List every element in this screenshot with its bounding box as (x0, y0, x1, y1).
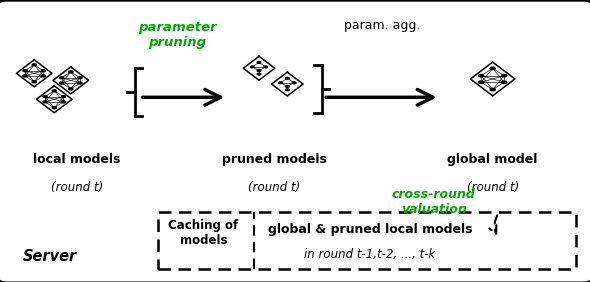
Circle shape (61, 101, 65, 103)
Circle shape (32, 64, 37, 66)
Circle shape (52, 107, 57, 109)
Circle shape (478, 81, 484, 83)
Text: in round t-1,t-2, ..., t-k: in round t-1,t-2, ..., t-k (304, 248, 435, 261)
Circle shape (68, 88, 73, 90)
Circle shape (68, 71, 73, 73)
Polygon shape (53, 67, 88, 94)
Circle shape (78, 77, 82, 79)
Circle shape (257, 61, 261, 63)
Text: (round t): (round t) (248, 181, 300, 194)
Polygon shape (17, 60, 52, 87)
Circle shape (502, 74, 507, 77)
Text: Caching of
models: Caching of models (168, 219, 239, 247)
Circle shape (478, 74, 484, 77)
Circle shape (257, 73, 261, 75)
Polygon shape (37, 86, 72, 113)
Circle shape (60, 82, 64, 84)
Circle shape (43, 101, 47, 103)
Circle shape (292, 82, 296, 84)
FancyBboxPatch shape (158, 212, 576, 269)
Polygon shape (470, 62, 515, 96)
Circle shape (52, 90, 57, 92)
Circle shape (41, 70, 45, 72)
Circle shape (32, 81, 37, 83)
Circle shape (264, 66, 268, 68)
Circle shape (60, 77, 64, 79)
Circle shape (286, 77, 289, 79)
Circle shape (61, 96, 65, 98)
Text: global & pruned local models: global & pruned local models (268, 223, 472, 236)
Circle shape (490, 67, 495, 70)
Circle shape (78, 82, 82, 84)
Text: cross-round
valuation: cross-round valuation (392, 188, 476, 216)
Circle shape (250, 66, 254, 68)
Text: global model: global model (447, 153, 538, 166)
Text: Server: Server (22, 249, 77, 264)
Text: parameter
pruning: parameter pruning (137, 21, 217, 49)
Circle shape (23, 70, 27, 72)
Text: (round t): (round t) (51, 181, 103, 194)
Circle shape (257, 70, 261, 71)
Text: local models: local models (33, 153, 120, 166)
Circle shape (490, 88, 495, 91)
Polygon shape (271, 72, 303, 96)
Circle shape (23, 75, 27, 77)
Circle shape (43, 96, 47, 98)
Polygon shape (243, 56, 275, 80)
Text: pruned models: pruned models (222, 153, 327, 166)
Circle shape (502, 81, 507, 83)
Circle shape (41, 75, 45, 77)
Text: param. agg.: param. agg. (344, 19, 421, 32)
Circle shape (286, 85, 289, 87)
Circle shape (278, 82, 283, 84)
Text: (round t): (round t) (467, 181, 519, 194)
Circle shape (286, 89, 289, 91)
